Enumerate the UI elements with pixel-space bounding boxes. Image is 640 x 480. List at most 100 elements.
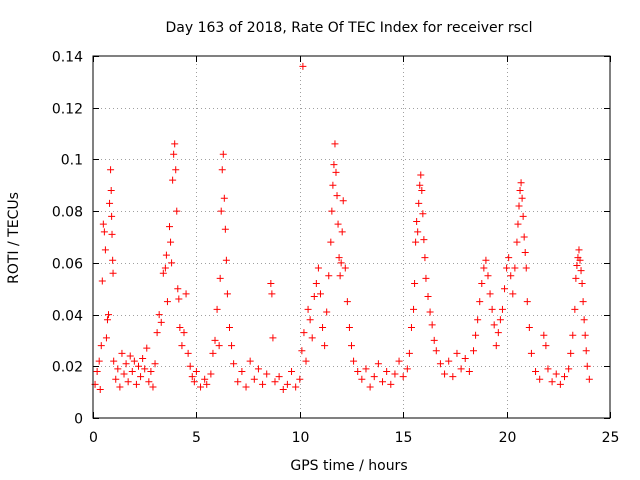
- data-point: [263, 370, 271, 378]
- data-point: [511, 264, 519, 272]
- data-point: [147, 367, 155, 375]
- data-point: [565, 365, 573, 373]
- data-point: [577, 267, 585, 275]
- x-axis-label: GPS time / hours: [290, 458, 407, 474]
- data-point: [544, 365, 552, 373]
- data-point: [124, 378, 132, 386]
- data-point: [308, 334, 316, 342]
- data-point: [95, 357, 103, 365]
- data-point: [417, 171, 425, 179]
- data-point: [519, 212, 527, 220]
- data-point: [420, 236, 428, 244]
- data-point: [432, 347, 440, 355]
- data-point: [168, 259, 176, 267]
- data-point: [143, 344, 151, 352]
- data-point: [275, 373, 283, 381]
- data-point: [536, 375, 544, 383]
- data-point: [108, 212, 116, 220]
- data-point: [149, 383, 157, 391]
- data-point: [209, 349, 217, 357]
- data-point: [254, 365, 262, 373]
- data-point: [532, 367, 540, 375]
- data-point: [174, 285, 182, 293]
- data-point: [407, 324, 415, 331]
- data-point: [490, 321, 498, 329]
- data-point: [122, 360, 130, 368]
- data-point: [163, 298, 171, 306]
- data-point: [461, 355, 469, 363]
- data-point: [155, 311, 163, 319]
- data-point: [329, 181, 337, 189]
- data-point: [134, 362, 142, 370]
- data-point: [501, 285, 509, 293]
- y-tick-label: 0.12: [52, 102, 83, 118]
- data-point: [476, 298, 484, 306]
- data-point: [306, 316, 314, 324]
- data-point: [575, 246, 583, 254]
- data-point: [170, 150, 178, 158]
- data-point: [578, 280, 586, 288]
- data-point: [379, 378, 387, 386]
- data-point: [159, 269, 167, 277]
- data-point: [337, 259, 345, 267]
- data-point: [107, 186, 115, 194]
- data-point: [292, 383, 300, 391]
- data-point: [413, 217, 421, 225]
- data-point: [116, 383, 124, 391]
- y-tick-label: 0.08: [52, 205, 83, 221]
- data-point: [576, 256, 584, 264]
- data-point: [166, 223, 174, 231]
- data-point: [186, 362, 194, 370]
- data-point: [184, 349, 192, 357]
- data-point: [516, 186, 524, 194]
- data-point: [279, 386, 287, 394]
- data-point: [128, 367, 136, 375]
- data-point: [207, 370, 215, 378]
- data-point: [410, 305, 418, 313]
- y-tick-labels: 0 0.02 0.04 0.06 0.08 0.1 0.12 0.14: [52, 50, 83, 428]
- data-point: [581, 331, 589, 339]
- data-point: [201, 375, 209, 383]
- data-point: [336, 272, 344, 280]
- data-point: [583, 362, 591, 370]
- y-axis-label: ROTI / TECUs: [6, 192, 22, 284]
- data-point: [173, 207, 181, 215]
- data-point: [110, 357, 118, 365]
- data-point: [172, 166, 180, 174]
- data-point: [238, 367, 246, 375]
- data-point: [96, 386, 104, 394]
- data-point: [474, 316, 482, 324]
- data-point: [572, 274, 580, 282]
- data-point: [484, 272, 492, 280]
- data-point: [416, 181, 424, 189]
- data-point: [552, 370, 560, 378]
- plot-frame: [92, 55, 611, 419]
- data-point: [582, 347, 590, 355]
- y-tick-label: 0.06: [52, 257, 83, 273]
- data-point: [332, 168, 340, 176]
- y-tick-label: 0: [74, 412, 83, 428]
- data-point: [259, 380, 267, 388]
- data-point: [441, 370, 449, 378]
- data-point: [525, 324, 533, 331]
- data-point: [333, 192, 341, 200]
- data-point: [523, 298, 531, 306]
- x-tick-label: 10: [292, 430, 310, 446]
- chart-title: Day 163 of 2018, Rate Of TEC Index for r…: [165, 20, 532, 36]
- data-point: [161, 264, 169, 272]
- data-point: [230, 360, 238, 368]
- data-point: [335, 254, 343, 262]
- data-point: [514, 220, 522, 228]
- data-point: [498, 305, 506, 313]
- data-point: [486, 290, 494, 298]
- data-point: [571, 305, 579, 313]
- data-point: [542, 342, 550, 350]
- data-point: [130, 357, 138, 365]
- data-point: [507, 272, 515, 280]
- x-tick-label: 25: [602, 430, 620, 446]
- data-point: [228, 342, 236, 350]
- data-point: [348, 342, 355, 350]
- data-point: [126, 352, 134, 360]
- data-point: [478, 280, 486, 288]
- data-point: [269, 334, 277, 342]
